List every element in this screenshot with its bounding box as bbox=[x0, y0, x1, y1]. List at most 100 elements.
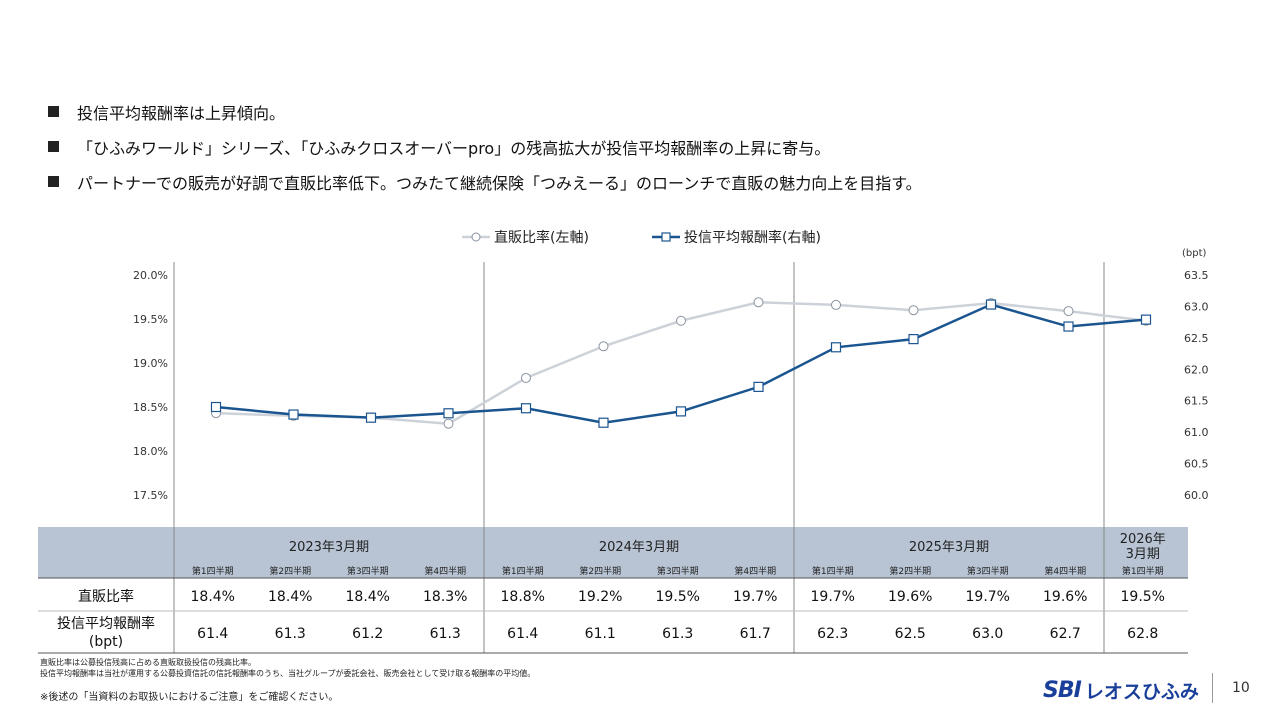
legend-fee-marker bbox=[661, 232, 671, 242]
square-bullet-icon bbox=[48, 106, 59, 117]
bullet-item: 投信平均報酬率は上昇傾向。 bbox=[48, 94, 1248, 129]
table-value-direct-ratio: 19.7% bbox=[733, 589, 777, 605]
fee-rate-point bbox=[288, 409, 299, 420]
fiscal-year-label: 2026年 bbox=[1120, 532, 1166, 547]
fee-rate-point bbox=[1140, 314, 1152, 325]
fee-rate-point bbox=[830, 342, 842, 353]
left-axis-tick-label: 17.5% bbox=[133, 489, 168, 502]
fee-rate-point bbox=[210, 401, 222, 413]
right-axis-tick-label: 62.5 bbox=[1184, 332, 1209, 345]
left-axis-tick-label: 19.5% bbox=[133, 313, 168, 326]
direct-ratio-point bbox=[598, 341, 609, 352]
quarter-label: 第3四半期 bbox=[967, 565, 1009, 577]
table-value-direct-ratio: 19.7% bbox=[966, 589, 1010, 605]
bullet-text: パートナーでの販売が好調で直販比率低下。つみたて継続保険「つみえーる」のローンチ… bbox=[77, 173, 922, 193]
bullet-list: 投信平均報酬率は上昇傾向。 「ひふみワールド」シリーズ、「ひふみクロスオーバーp… bbox=[48, 94, 1248, 199]
quarter-label: 第1四半期 bbox=[502, 565, 544, 577]
table-value-fee-rate: 62.8 bbox=[1127, 626, 1158, 642]
footnote: 直販比率は公募投信残高に占める直販取扱投信の残高比率。 bbox=[40, 658, 256, 667]
footnote: 投信平均報酬率は当社が運用する公募投資信託の信託報酬率のうち、当社グループが委託… bbox=[40, 669, 536, 678]
table-value-fee-rate: 62.7 bbox=[1050, 626, 1081, 642]
right-axis-tick-label: 63.0 bbox=[1184, 300, 1209, 313]
quarter-label: 第2四半期 bbox=[579, 565, 621, 577]
right-axis-tick-label: 62.0 bbox=[1184, 363, 1209, 376]
legend-direct-label: 直販比率(左軸) bbox=[494, 229, 589, 246]
logo-name-text: レオスひふみ bbox=[1084, 681, 1199, 703]
bullet-item: 「ひふみワールド」シリーズ、「ひふみクロスオーバーpro」の残高拡大が投信平均報… bbox=[48, 129, 1248, 164]
fee-rate-point bbox=[1063, 321, 1074, 332]
table-value-direct-ratio: 19.6% bbox=[888, 589, 932, 605]
quarter-label: 第1四半期 bbox=[192, 565, 234, 577]
company-logo: SBI レオスひふみ bbox=[1043, 677, 1199, 704]
quarter-label: 第1四半期 bbox=[812, 565, 854, 577]
quarter-label: 第4四半期 bbox=[424, 565, 466, 577]
direct-ratio-point bbox=[521, 372, 531, 383]
table-header-background bbox=[38, 527, 1188, 578]
right-axis-unit: (bpt) bbox=[1182, 248, 1207, 259]
logo-sbi-text: SBI bbox=[1043, 678, 1082, 703]
table-value-fee-rate: 61.7 bbox=[740, 626, 771, 642]
table-row-label: (bpt) bbox=[89, 634, 123, 650]
quarter-label: 第4四半期 bbox=[734, 565, 776, 577]
table-row-label: 直販比率 bbox=[78, 588, 134, 605]
right-axis-tick-label: 60.0 bbox=[1184, 489, 1209, 502]
fee-rate-point bbox=[908, 334, 919, 345]
table-value-fee-rate: 61.3 bbox=[275, 626, 306, 642]
right-axis-tick-label: 61.5 bbox=[1184, 395, 1209, 408]
quarter-label: 第1四半期 bbox=[1122, 565, 1164, 577]
left-axis-tick-label: 18.0% bbox=[133, 445, 168, 458]
fee-rate-point bbox=[753, 381, 764, 392]
fee-rate-point bbox=[675, 406, 687, 417]
table-value-direct-ratio: 19.6% bbox=[1043, 589, 1087, 605]
table-value-fee-rate: 62.5 bbox=[895, 626, 926, 642]
direct-ratio-point bbox=[831, 299, 841, 310]
footer-divider bbox=[1212, 673, 1213, 703]
fee-rate-point bbox=[365, 412, 377, 423]
table-value-direct-ratio: 19.2% bbox=[578, 589, 622, 605]
table-value-fee-rate: 61.4 bbox=[197, 626, 228, 642]
right-axis-tick-label: 60.5 bbox=[1184, 458, 1209, 471]
table-value-fee-rate: 61.3 bbox=[662, 626, 693, 642]
table-value-direct-ratio: 18.3% bbox=[423, 589, 467, 605]
page-number: 10 bbox=[1232, 680, 1250, 696]
legend-direct-marker bbox=[471, 232, 481, 242]
quarter-label: 第2四半期 bbox=[889, 565, 931, 577]
table-value-fee-rate: 63.0 bbox=[972, 626, 1003, 642]
left-axis-tick-label: 19.0% bbox=[133, 357, 168, 370]
quarter-label: 第3四半期 bbox=[657, 565, 699, 577]
quarter-label: 第3四半期 bbox=[347, 565, 389, 577]
table-value-fee-rate: 61.4 bbox=[507, 626, 538, 642]
direct-ratio-point bbox=[753, 297, 764, 308]
fee-rate-point bbox=[598, 417, 609, 428]
left-axis-tick-label: 20.0% bbox=[133, 269, 168, 282]
direct-ratio-point bbox=[676, 315, 686, 326]
table-value-fee-rate: 61.1 bbox=[585, 626, 616, 642]
table-value-direct-ratio: 18.4% bbox=[191, 589, 235, 605]
fiscal-year-label: 2024年3月期 bbox=[599, 540, 679, 555]
direct-ratio-point bbox=[1063, 306, 1074, 317]
direct-ratio-point bbox=[443, 418, 454, 429]
fiscal-year-label: 2023年3月期 bbox=[289, 540, 369, 555]
right-axis-tick-label: 61.0 bbox=[1184, 426, 1209, 439]
bullet-text: 「ひふみワールド」シリーズ、「ひふみクロスオーバーpro」の残高拡大が投信平均報… bbox=[77, 138, 831, 158]
table-value-fee-rate: 61.3 bbox=[430, 626, 461, 642]
table-value-fee-rate: 61.2 bbox=[352, 626, 383, 642]
bullet-item: パートナーでの販売が好調で直販比率低下。つみたて継続保険「つみえーる」のローンチ… bbox=[48, 164, 1248, 199]
quarter-label: 第2四半期 bbox=[269, 565, 311, 577]
table-value-fee-rate: 62.3 bbox=[817, 626, 848, 642]
quarter-label: 第4四半期 bbox=[1044, 565, 1086, 577]
fiscal-year-label: 2025年3月期 bbox=[909, 540, 989, 555]
square-bullet-icon bbox=[48, 176, 59, 187]
direct-ratio-point bbox=[908, 305, 919, 316]
fee-rate-point bbox=[985, 299, 997, 310]
fee-rate-point bbox=[520, 403, 532, 414]
legend-fee-label: 投信平均報酬率(右軸) bbox=[684, 229, 821, 246]
table-value-direct-ratio: 19.5% bbox=[656, 589, 700, 605]
right-axis-tick-label: 63.5 bbox=[1184, 269, 1209, 282]
caution-note: ※後述の「当資料のお取扱いにおけるご注意」をご確認ください。 bbox=[40, 692, 339, 703]
table-value-direct-ratio: 19.5% bbox=[1121, 589, 1165, 605]
footnotes: 直販比率は公募投信残高に占める直販取扱投信の残高比率。 投信平均報酬率は当社が運… bbox=[40, 657, 535, 679]
fiscal-year-label: 3月期 bbox=[1126, 547, 1160, 562]
table-value-direct-ratio: 19.7% bbox=[811, 589, 855, 605]
table-value-direct-ratio: 18.4% bbox=[346, 589, 390, 605]
